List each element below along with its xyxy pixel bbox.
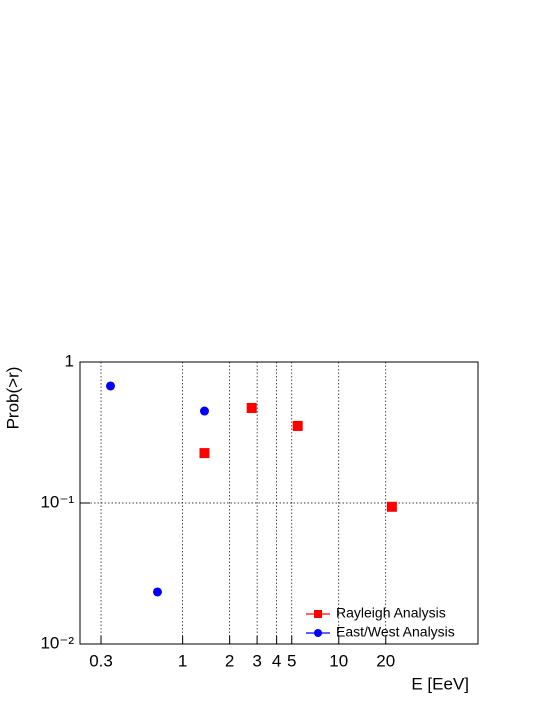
y-axis-label: Prob(>r) (3, 367, 22, 430)
x-tick-label: 1 (178, 651, 187, 670)
legend-marker (314, 610, 322, 618)
data-point (386, 501, 397, 512)
x-tick-label: 10 (329, 651, 348, 670)
x-tick-label: 3 (252, 651, 261, 670)
y-tick-label: 1 (65, 351, 74, 370)
legend-label: East/West Analysis (336, 624, 455, 640)
data-point (199, 406, 209, 416)
data-point (106, 381, 116, 391)
x-tick-label: 5 (287, 651, 296, 670)
x-tick-label: 2 (225, 651, 234, 670)
legend-label: Rayleigh Analysis (336, 605, 446, 621)
y-tick-label: 10⁻¹ (40, 492, 74, 511)
data-point (152, 587, 162, 597)
data-point (246, 402, 257, 413)
x-tick-label: 20 (376, 651, 395, 670)
y-tick-label: 10⁻² (40, 633, 74, 652)
x-tick-label: 0.3 (89, 651, 113, 670)
x-axis-label: E [EeV] (411, 674, 469, 693)
data-point (292, 420, 303, 431)
x-tick-label: 4 (272, 651, 281, 670)
data-point (199, 448, 210, 459)
legend-marker (314, 629, 322, 637)
